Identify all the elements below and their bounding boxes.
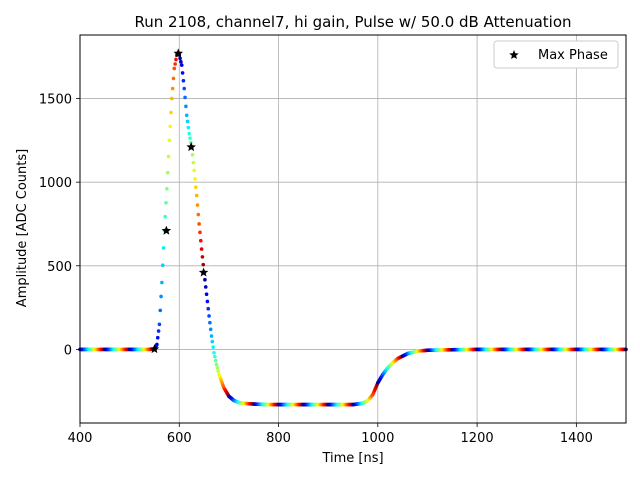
pulse-point bbox=[171, 76, 176, 81]
pulse-point bbox=[195, 203, 200, 207]
y-tick-label: 1500 bbox=[39, 93, 72, 108]
pulse-point bbox=[164, 200, 168, 205]
pulse-point bbox=[179, 63, 184, 67]
pulse-point bbox=[198, 230, 202, 235]
pulse-point bbox=[186, 125, 191, 130]
y-axis-ticks: 0 500 1000 1500 bbox=[39, 93, 80, 358]
pulse-point bbox=[191, 160, 196, 165]
pulse-point bbox=[208, 320, 212, 325]
pulse-point bbox=[205, 299, 210, 304]
pulse-point bbox=[185, 119, 190, 124]
pulse-point bbox=[213, 358, 218, 363]
x-axis-label: Time [ns] bbox=[321, 451, 383, 466]
y-tick-label: 0 bbox=[64, 343, 72, 358]
x-tick-label: 800 bbox=[266, 431, 291, 446]
pulse-point bbox=[204, 292, 209, 297]
legend-star bbox=[509, 50, 519, 60]
pulse-point bbox=[199, 247, 204, 251]
pulse-point bbox=[212, 350, 216, 355]
pulse-point bbox=[198, 238, 203, 243]
pulse-point bbox=[159, 294, 163, 299]
pulse-point bbox=[165, 187, 169, 191]
pulse-point bbox=[167, 138, 172, 143]
x-tick-label: 1000 bbox=[361, 431, 394, 446]
pulse-point bbox=[207, 314, 211, 318]
pulse-point bbox=[160, 280, 164, 285]
pulse-point bbox=[166, 154, 171, 159]
pulse-point bbox=[213, 354, 217, 359]
pulse-point bbox=[172, 66, 177, 71]
pulse-point bbox=[203, 277, 207, 282]
pulse-point bbox=[197, 222, 201, 226]
pulse-point bbox=[170, 96, 174, 101]
pulse-point bbox=[155, 335, 160, 340]
y-tick-label: 500 bbox=[47, 260, 72, 275]
pulse-point bbox=[187, 131, 191, 136]
pulse-point bbox=[211, 345, 215, 349]
pulse-point bbox=[161, 246, 166, 250]
pulse-point bbox=[215, 366, 220, 370]
pulse-point bbox=[157, 322, 162, 327]
pulse-point bbox=[196, 212, 201, 217]
max-phase-star bbox=[186, 142, 196, 152]
pulse-point bbox=[194, 193, 199, 198]
max-phase-star bbox=[173, 48, 184, 58]
pulse-curve bbox=[78, 51, 628, 407]
pulse-point bbox=[180, 71, 185, 75]
legend-entry-max-phase: Max Phase bbox=[538, 48, 608, 63]
pulse-point bbox=[201, 262, 206, 267]
pulse-point bbox=[163, 214, 168, 219]
pulse-point bbox=[182, 86, 187, 91]
pulse-point bbox=[179, 59, 183, 64]
pulse-point bbox=[208, 327, 213, 332]
x-tick-label: 1200 bbox=[461, 431, 494, 446]
x-tick-label: 400 bbox=[68, 431, 93, 446]
pulse-point bbox=[206, 306, 211, 311]
pulse-point bbox=[170, 86, 175, 91]
x-tick-label: 600 bbox=[167, 431, 192, 446]
y-tick-label: 1000 bbox=[39, 176, 72, 191]
pulse-point bbox=[216, 369, 220, 373]
pulse-point bbox=[192, 168, 196, 173]
pulse-point bbox=[173, 62, 177, 66]
pulse-point bbox=[203, 285, 208, 289]
pulse-point bbox=[210, 339, 215, 344]
pulse-point bbox=[155, 342, 159, 347]
max-phase-star bbox=[149, 344, 160, 354]
pulse-point bbox=[214, 362, 219, 367]
legend-box bbox=[493, 40, 619, 69]
max-phase-star bbox=[161, 225, 172, 235]
pulse-point bbox=[178, 56, 182, 61]
pulse-point bbox=[181, 78, 186, 83]
pulse-point bbox=[160, 263, 165, 268]
pulse-point bbox=[184, 113, 189, 118]
legend: Max Phase bbox=[493, 40, 619, 69]
x-tick-label: 1400 bbox=[560, 431, 593, 446]
pulse-point bbox=[209, 334, 214, 338]
pulse-point bbox=[158, 308, 163, 313]
y-axis-label: Amplitude [ADC Counts] bbox=[15, 149, 30, 307]
x-axis-ticks: 400 600 800 1000 1200 1400 bbox=[68, 423, 593, 446]
pulse-point bbox=[168, 124, 172, 129]
pulse-point bbox=[193, 177, 197, 181]
pulse-point bbox=[169, 110, 173, 115]
pulse-point bbox=[190, 153, 195, 157]
pulse-point bbox=[200, 255, 205, 259]
pulse-point bbox=[156, 329, 161, 333]
pulse-point bbox=[188, 136, 192, 140]
pulse-point bbox=[174, 57, 178, 62]
pulse-point bbox=[184, 104, 188, 109]
max-phase-markers bbox=[149, 48, 209, 354]
max-phase-star bbox=[198, 267, 209, 277]
grid-lines bbox=[79, 35, 626, 423]
legend-star-icon bbox=[509, 50, 519, 60]
pulse-point bbox=[165, 170, 170, 175]
pulse-point bbox=[194, 185, 198, 189]
plot-frame bbox=[79, 34, 627, 424]
chart-title: Run 2108, channel7, hi gain, Pulse w/ 50… bbox=[134, 13, 571, 31]
pulse-point bbox=[183, 95, 187, 100]
